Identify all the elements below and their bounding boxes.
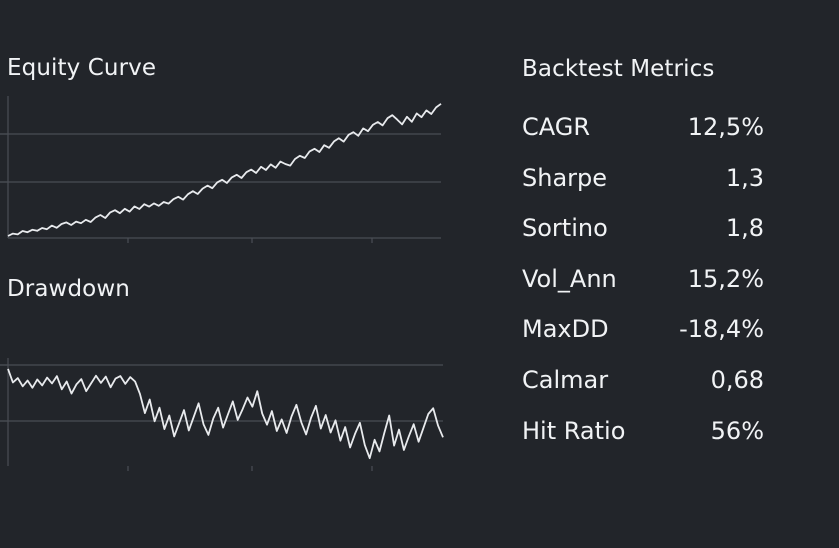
metric-row: Calmar 0,68 [522,358,764,409]
metric-row: Sortino 1,8 [522,206,764,257]
drawdown-chart [0,358,444,471]
metric-row: Vol_Ann 15,2% [522,257,764,308]
metric-row: CAGR 12,5% [522,105,764,156]
drawdown-title: Drawdown [7,276,130,302]
metric-value: 1,8 [725,214,764,243]
metric-value: 1,3 [725,163,764,192]
metric-value: 56% [710,416,764,445]
metric-row: Hit Ratio 56% [522,409,764,460]
metric-label: Sortino [522,214,608,243]
metrics-table: CAGR 12,5% Sharpe 1,3 Sortino 1,8 Vol_Ann 15,2%… [522,105,764,459]
metric-value: 0,68 [710,365,764,394]
series-line [7,368,444,460]
equity-curve-title: Equity Curve [7,55,157,81]
metric-label: Hit Ratio [522,416,626,445]
metric-label: MaxDD [522,315,609,344]
equity-curve-chart [0,96,442,243]
metric-value: 15,2% [687,264,764,293]
metrics-title: Backtest Metrics [522,56,715,82]
metric-value: 12,5% [687,113,764,141]
metric-label: Sharpe [522,163,608,192]
metric-label: CAGR [522,113,591,141]
series-line [7,103,442,237]
metric-value: -18,4% [679,315,764,344]
metric-row: Sharpe 1,3 [522,156,764,207]
metric-label: Vol_Ann [522,264,617,293]
metric-label: Calmar [522,365,609,394]
metric-row: MaxDD -18,4% [522,307,764,358]
